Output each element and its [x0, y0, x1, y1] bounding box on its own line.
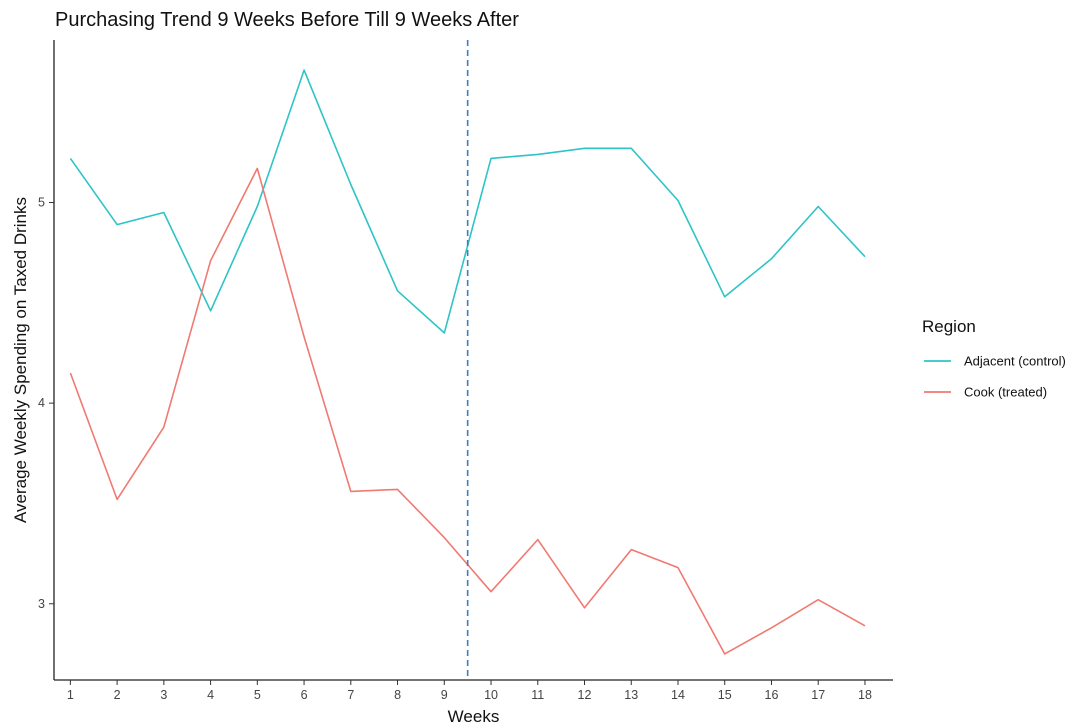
y-tick-label: 5	[38, 196, 45, 210]
plot-area: 1 2 3 4 5 6 7 8 9 10 11 12 13 14 15 16 17 18 345	[38, 40, 893, 702]
x-tick-label: 15	[718, 688, 732, 702]
legend-label: Cook (treated)	[964, 385, 1047, 400]
x-tick-label: 5	[254, 688, 261, 702]
x-tick-label: 13	[624, 688, 638, 702]
x-tick-label: 8	[394, 688, 401, 702]
y-tick-label: 3	[38, 597, 45, 611]
x-tick-label: 10	[484, 688, 498, 702]
x-tick-label: 7	[347, 688, 354, 702]
x-tick-label: 3	[160, 688, 167, 702]
x-tick-label: 1	[67, 688, 74, 702]
x-tick-label: 17	[811, 688, 825, 702]
x-tick-label: 6	[301, 688, 308, 702]
x-tick-label: 11	[531, 688, 544, 702]
x-tick-label: 14	[671, 688, 685, 702]
legend-title: Region	[922, 317, 976, 336]
chart-title: Purchasing Trend 9 Weeks Before Till 9 W…	[55, 9, 519, 31]
x-tick-label: 16	[765, 688, 779, 702]
y-axis-label: Average Weekly Spending on Taxed Drinks	[11, 197, 30, 523]
x-tick-label: 18	[858, 688, 872, 702]
x-tick-label: 12	[578, 688, 592, 702]
legend-items: Adjacent (control) Cook (treated)	[924, 354, 1066, 400]
x-tick-label: 9	[441, 688, 448, 702]
x-tick-label: 2	[114, 688, 121, 702]
legend-label: Adjacent (control)	[964, 354, 1066, 369]
x-tick-label: 4	[207, 688, 214, 702]
y-axis-ticks: 3 4 5	[38, 196, 54, 611]
x-axis-label: Weeks	[448, 707, 500, 726]
y-tick-label: 4	[38, 396, 45, 410]
legend: Region Adjacent (control) Cook (treated)	[922, 317, 1066, 400]
x-axis-ticks: 1 2 3 4 5 6 7 8 9 10 11 12 13 14 15 16 17 18	[67, 680, 872, 702]
